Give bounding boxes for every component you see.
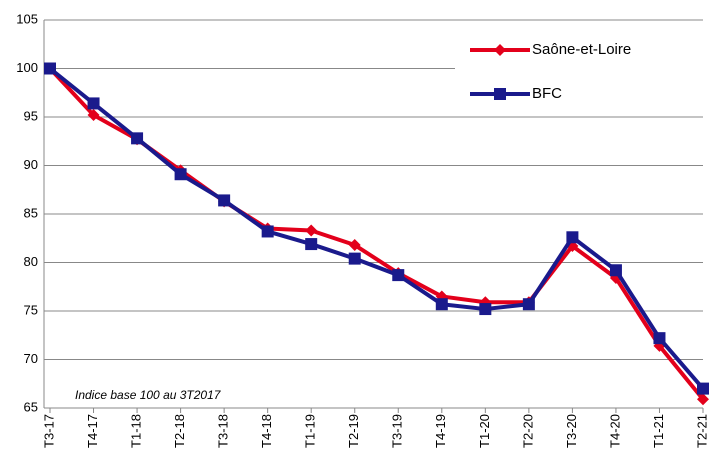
x-tick-label: T2-18 (172, 414, 187, 448)
legend-label: BFC (532, 85, 562, 102)
x-tick-label: T2-20 (520, 414, 535, 448)
point (305, 224, 318, 237)
x-tick-label: T3-19 (390, 414, 405, 448)
y-tick-label: 90 (24, 157, 38, 172)
point (697, 382, 709, 395)
series-line (48, 66, 705, 390)
y-tick-label: 95 (24, 108, 38, 123)
legend-marker (494, 88, 506, 100)
legend-marker (494, 44, 506, 56)
x-tick-label: T2-19 (346, 414, 361, 448)
x-tick-label: T1-18 (129, 414, 144, 448)
annotation: Indice base 100 au 3T2017 (75, 388, 222, 402)
x-tick-label: T4-19 (433, 414, 448, 448)
x-tick-label: T1-21 (651, 414, 666, 448)
y-tick-label: 100 (16, 60, 38, 75)
y-tick-label: 80 (24, 254, 38, 269)
x-tick-label: T2-21 (694, 414, 709, 448)
point (697, 393, 709, 406)
point (348, 252, 361, 265)
point (609, 264, 622, 277)
series-line (48, 67, 705, 401)
point (348, 239, 361, 252)
point (522, 298, 535, 311)
x-tick-label: T1-20 (477, 414, 492, 448)
x-tick-label: T4-20 (607, 414, 622, 448)
x-tick-label: T3-17 (41, 414, 56, 448)
point (131, 132, 144, 145)
point (305, 238, 318, 251)
x-tick-label: T3-18 (216, 414, 231, 448)
point (479, 303, 492, 316)
y-tick-label: 105 (16, 11, 38, 26)
point (87, 97, 100, 110)
y-tick-label: 65 (24, 399, 38, 414)
point (435, 298, 448, 311)
point (566, 231, 579, 244)
point (44, 62, 56, 75)
x-tick-label: T3-20 (564, 414, 579, 448)
point (392, 269, 405, 282)
y-tick-label: 70 (24, 351, 38, 366)
point (218, 194, 231, 207)
point (87, 109, 100, 122)
y-tick-label: 85 (24, 205, 38, 220)
legend-box (455, 30, 703, 115)
x-tick-label: T1-19 (303, 414, 318, 448)
point (174, 168, 187, 181)
x-tick-label: T4-18 (259, 414, 274, 448)
y-tick-label: 75 (24, 302, 38, 317)
legend-label: Saône-et-Loire (532, 41, 631, 58)
x-tick-label: T4-17 (85, 414, 100, 448)
point (653, 332, 666, 345)
point (261, 225, 274, 238)
